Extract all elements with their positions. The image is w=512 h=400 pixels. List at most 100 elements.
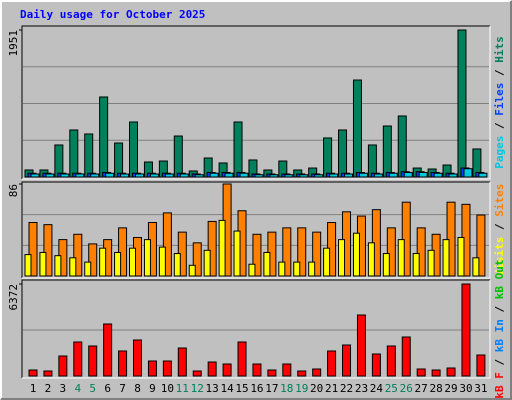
bar (297, 227, 307, 277)
legend-entry: Hits (493, 36, 506, 63)
x-tick-label: 7 (119, 382, 126, 395)
bar (401, 201, 411, 277)
bar (158, 246, 166, 277)
plot-bevel-dark (21, 181, 490, 278)
bar (69, 257, 77, 277)
x-tick-label: 27 (415, 382, 428, 395)
bar (105, 172, 115, 178)
bar (323, 247, 331, 277)
bar (297, 370, 307, 377)
x-tick-label: 5 (89, 382, 96, 395)
bar (129, 247, 137, 277)
bar (312, 231, 322, 277)
y-tick-label: 86 (7, 184, 20, 197)
bar (278, 261, 286, 277)
bar (282, 227, 292, 277)
bar (84, 261, 92, 277)
legend-separator: / (493, 63, 506, 83)
x-tick-label: 29 (444, 382, 457, 395)
legend-entry: kB In (493, 319, 506, 352)
bar (203, 249, 211, 277)
legend: Pages / Files / Hits (493, 36, 506, 169)
bar (457, 236, 465, 277)
y-tick-label: 6372 (7, 284, 20, 311)
bar (284, 174, 294, 178)
bar (252, 233, 262, 277)
legend-separator: / (493, 299, 506, 319)
bar (24, 254, 32, 277)
plot-bevel-light (22, 26, 491, 180)
bar (267, 369, 277, 377)
x-tick-label: 21 (325, 382, 338, 395)
bar (43, 224, 53, 277)
bar (269, 174, 279, 178)
x-tick-label: 22 (340, 382, 353, 395)
bar (173, 253, 181, 277)
bar (84, 133, 94, 178)
bar (457, 29, 467, 178)
bar (371, 353, 381, 377)
bar (338, 129, 348, 178)
bar (352, 232, 360, 277)
x-tick-label: 30 (459, 382, 472, 395)
bar (342, 344, 352, 377)
legend: Visits / Sites (493, 184, 506, 277)
x-tick-label: 31 (474, 382, 487, 395)
x-tick-label: 16 (250, 382, 263, 395)
bar (427, 249, 435, 277)
bar (382, 125, 392, 178)
bar (147, 360, 157, 377)
x-tick-label: 23 (355, 382, 368, 395)
bar (129, 121, 139, 178)
bar (69, 129, 79, 178)
bar (177, 347, 187, 377)
bar (118, 227, 128, 277)
legend-entry: kB Out (493, 259, 506, 299)
bar (263, 251, 271, 277)
bar (367, 242, 375, 277)
bar (327, 350, 337, 377)
x-tick-label: 25 (385, 382, 398, 395)
bar (43, 370, 53, 377)
bar (446, 367, 456, 377)
bar (472, 257, 480, 277)
bar (73, 341, 83, 377)
bar (149, 173, 159, 178)
x-tick-label: 24 (370, 382, 384, 395)
bar (442, 239, 450, 277)
x-tick-label: 15 (235, 382, 248, 395)
y-tick-label: 1951 (7, 30, 20, 57)
plot-bevel-light (22, 182, 491, 279)
legend-entry: kB F (493, 372, 506, 399)
plot-area (22, 280, 490, 378)
legend-separator: / (493, 217, 506, 237)
bar (143, 239, 151, 277)
bar (188, 264, 196, 277)
plot-bevel-light (22, 280, 491, 379)
bar (463, 168, 473, 178)
x-tick-label: 2 (45, 382, 52, 395)
bar (397, 239, 405, 277)
x-tick-label: 13 (206, 382, 219, 395)
bar (308, 261, 316, 277)
bar (224, 172, 234, 178)
bar (173, 135, 183, 178)
bar (431, 369, 441, 377)
bar (446, 201, 456, 277)
bar (28, 369, 38, 377)
x-tick-label: 17 (265, 382, 278, 395)
bar (293, 261, 301, 277)
x-tick-label: 4 (74, 382, 81, 395)
bar (99, 96, 109, 178)
bar (338, 239, 346, 277)
bar (114, 251, 122, 277)
legend-entry: Files (493, 83, 506, 116)
x-tick-label: 8 (134, 382, 141, 395)
bar (386, 227, 396, 277)
bar (90, 173, 100, 178)
bar (179, 173, 189, 178)
bar (356, 314, 366, 377)
x-tick-label: 18 (280, 382, 293, 395)
bar (416, 368, 426, 377)
